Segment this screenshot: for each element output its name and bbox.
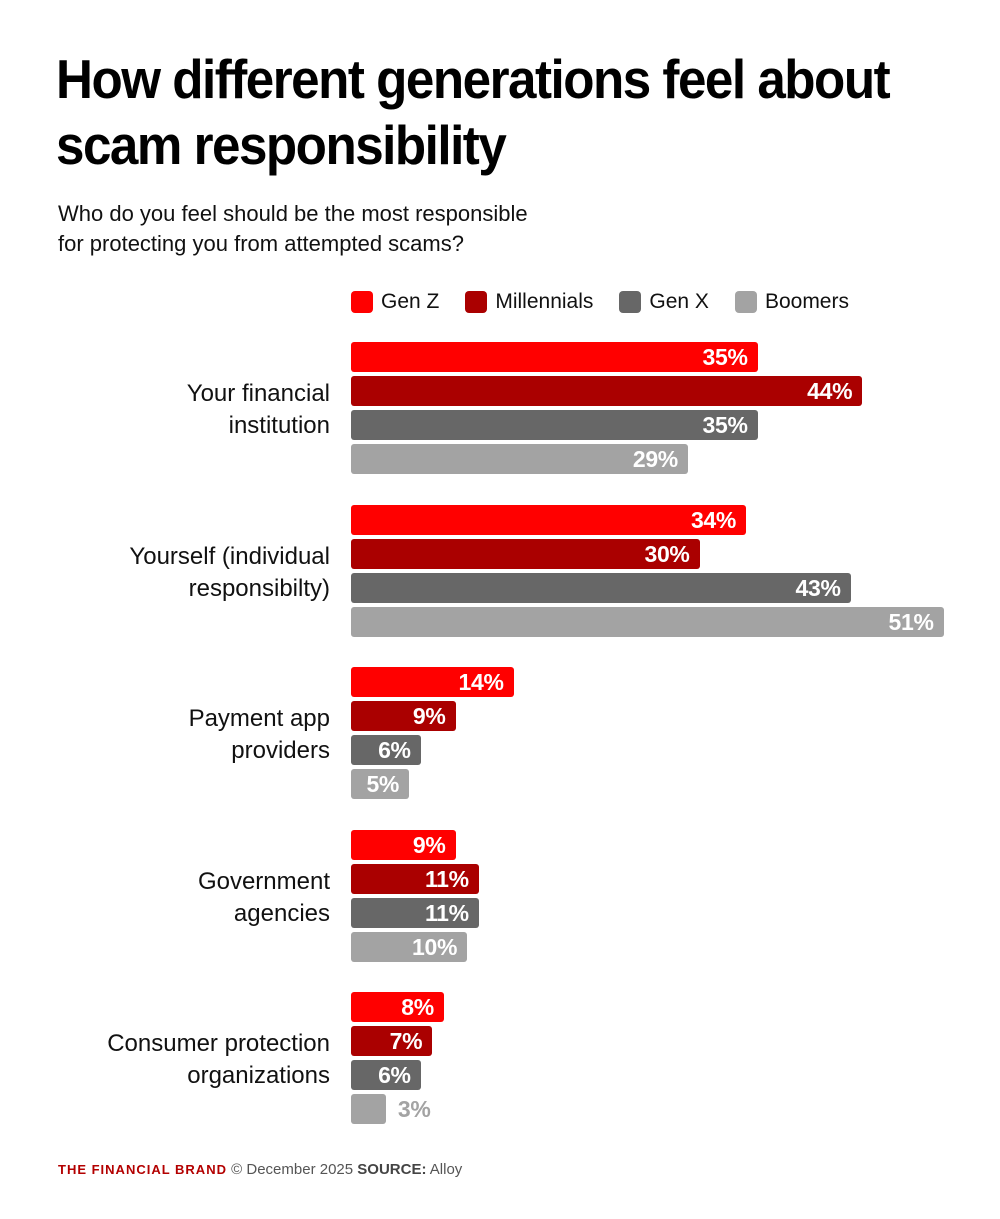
bar-gen-z	[351, 342, 758, 372]
bar-value-label: 9%	[412, 703, 446, 729]
legend-item-gen-z: Gen Z	[351, 290, 439, 314]
bar-millennials	[351, 539, 700, 569]
bar-gen-z	[351, 992, 444, 1022]
bar-value-label: 11%	[424, 900, 469, 926]
category-label: Your financial institution	[10, 378, 330, 442]
category-label-line: Yourself (individual	[129, 543, 330, 570]
category-label-line: organizations	[187, 1062, 330, 1089]
legend-item-boomers: Boomers	[734, 290, 849, 314]
category-label-line: Government	[197, 868, 330, 895]
chart-title: How different generations feel about sca…	[56, 48, 891, 176]
bar-boomers	[351, 607, 944, 637]
bar-millennials	[351, 864, 479, 894]
bar-group: Payment app providers 14% 9% 6% 5%	[0, 667, 1000, 803]
category-label-line: responsibilty)	[188, 575, 330, 602]
chart-subtitle: Who do you feel should be the most respo…	[58, 199, 658, 259]
bar-gen-x	[351, 735, 421, 765]
category-label-line: providers	[231, 737, 330, 764]
footer-date: © December 2025	[231, 1161, 354, 1178]
legend-label: Millennials	[495, 290, 594, 313]
category-label: Payment app providers	[10, 703, 330, 767]
bar-boomers	[351, 444, 688, 474]
bar-millennials	[351, 1026, 433, 1056]
bar-group: Yourself (individual responsibilty) 34% 30%…	[0, 505, 1000, 641]
bar-value-label: 34%	[690, 507, 737, 533]
category-label-line: Your financial	[186, 380, 330, 407]
bar-value-label: 10%	[412, 934, 458, 960]
bar-value-label: 35%	[702, 412, 748, 438]
category-label: Consumer protection organizations	[10, 1028, 330, 1092]
bar-millennials	[351, 376, 863, 406]
source-name: Alloy	[429, 1161, 463, 1178]
legend-item-gen-x: Gen X	[619, 290, 709, 314]
bar-value-label: 6%	[378, 737, 411, 763]
legend-swatch-gen-x	[619, 291, 642, 313]
legend-swatch-boomers	[734, 291, 757, 313]
legend: Gen Z Millennials Gen X Boomers	[351, 290, 875, 314]
bar-value-label: 9%	[412, 832, 446, 858]
source-label: SOURCE:	[357, 1161, 427, 1178]
legend-item-millennials: Millennials	[465, 290, 593, 314]
legend-swatch-millennials	[465, 291, 488, 313]
bar-value-label: 3%	[397, 1096, 431, 1122]
bar-value-label: 7%	[389, 1028, 423, 1054]
bar-value-label: 5%	[366, 771, 400, 797]
bar-value-label: 14%	[458, 669, 504, 695]
bar-value-label: 11%	[424, 866, 469, 892]
bar-group: Consumer protection organizations 8% 7% 6% 3%	[0, 992, 1000, 1128]
bar-value-label: 43%	[795, 575, 841, 601]
bar-gen-z	[351, 667, 514, 697]
legend-label: Gen X	[649, 290, 709, 313]
category-label-line: Payment app	[188, 705, 330, 732]
bar-group: Government agencies 9% 11% 11% 10%	[0, 830, 1000, 966]
bar-gen-x	[351, 573, 851, 603]
subtitle-line-1: Who do you feel should be the most respo…	[58, 201, 528, 226]
bar-group: Your financial institution 35% 44% 35% 29%	[0, 342, 1000, 478]
bar-gen-x	[351, 1060, 421, 1090]
subtitle-line-2: for protecting you from attempted scams?	[58, 231, 464, 256]
category-label: Yourself (individual responsibilty)	[10, 541, 330, 605]
bar-boomers	[351, 932, 468, 962]
category-label-line: institution	[228, 412, 330, 439]
bar-gen-x	[351, 898, 479, 928]
bar-gen-z	[351, 830, 456, 860]
bar-value-label: 8%	[401, 994, 434, 1020]
bar-value-label: 35%	[702, 344, 748, 370]
bar-value-label: 44%	[807, 378, 853, 404]
bar-value-label: 30%	[644, 541, 690, 567]
footer: THE FINANCIAL BRAND © December 2025 SOUR…	[58, 1161, 462, 1178]
category-label-line: Consumer protection	[107, 1030, 330, 1057]
category-label-line: agencies	[233, 900, 330, 927]
legend-label: Gen Z	[381, 290, 440, 313]
bar-gen-x	[351, 410, 758, 440]
legend-label: Boomers	[764, 290, 849, 313]
bar-value-label: 51%	[888, 609, 934, 635]
bar-boomers	[351, 769, 410, 799]
category-label: Government agencies	[10, 866, 330, 930]
bar-boomers	[351, 1094, 386, 1124]
brand-logo-text: THE FINANCIAL BRAND	[58, 1162, 227, 1177]
bar-gen-z	[351, 505, 747, 535]
legend-swatch-gen-z	[351, 291, 373, 313]
bar-value-label: 29%	[632, 446, 678, 472]
bar-millennials	[351, 701, 456, 731]
bar-value-label: 6%	[378, 1062, 411, 1088]
